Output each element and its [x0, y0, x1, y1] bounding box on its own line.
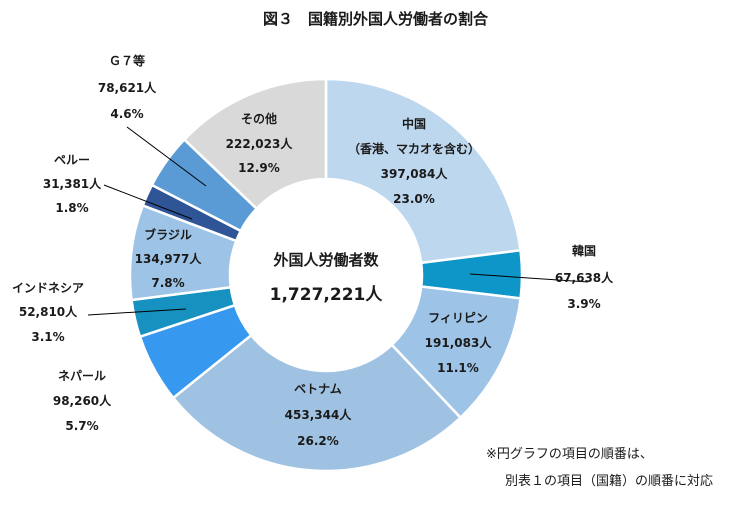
label-philippines-pct: 11.1%	[437, 361, 479, 375]
label-peru-count: 31,381人	[43, 176, 102, 191]
label-indonesia-name: インドネシア	[12, 281, 84, 295]
label-other-name: その他	[241, 111, 277, 126]
label-philippines-name: フィリピン	[428, 311, 488, 325]
label-g7-count: 78,621人	[98, 80, 157, 95]
leader-line-peru	[103, 184, 193, 220]
label-china-name: 中国	[402, 116, 426, 131]
label-nepal-pct: 5.7%	[65, 419, 98, 433]
label-korea-count: 67,638人	[555, 270, 614, 285]
label-indonesia-pct: 3.1%	[31, 330, 64, 344]
leader-line-g7	[126, 126, 207, 187]
slice-china	[324, 77, 522, 265]
label-brazil-name: ブラジル	[144, 227, 192, 242]
label-korea-pct: 3.9%	[567, 297, 600, 311]
label-nepal-count: 98,260人	[53, 393, 112, 408]
label-g7-pct: 4.6%	[110, 107, 143, 121]
leader-line-indonesia	[87, 308, 187, 316]
leader-line-korea	[469, 273, 589, 283]
label-peru-pct: 1.8%	[55, 201, 88, 215]
label-brazil-pct: 7.8%	[151, 276, 184, 290]
label-other-count: 222,023人	[226, 136, 294, 151]
label-vietnam-pct: 26.2%	[297, 434, 339, 448]
label-vietnam-name: ベトナム	[294, 382, 342, 396]
slice-vietnam	[171, 333, 463, 473]
footnote-line-2: 別表１の項目（国籍）の順番に対応	[505, 473, 713, 489]
label-other-pct: 12.9%	[238, 161, 280, 175]
chart-title: 図３ 国籍別外国人労働者の割合	[262, 10, 488, 28]
label-nepal-name: ネパール	[58, 369, 106, 383]
center-total: 1,727,221人	[270, 285, 384, 305]
label-china-pct: 23.0%	[393, 192, 435, 206]
label-korea-name: 韓国	[572, 243, 596, 258]
label-g7-name: Ｇ７等	[109, 53, 145, 68]
footnote-line-1: ※円グラフの項目の順番は、	[486, 447, 653, 462]
label-china-name2: （香港、マカオを含む）	[348, 141, 480, 156]
label-philippines-count: 191,083人	[425, 335, 493, 350]
label-vietnam-count: 453,344人	[285, 407, 353, 422]
slice-other	[182, 77, 328, 211]
label-china-count: 397,084人	[381, 166, 449, 181]
label-indonesia-count: 52,810人	[19, 304, 78, 319]
label-brazil-count: 134,977人	[135, 251, 203, 266]
label-peru-name: ペルー	[54, 153, 90, 167]
center-label: 外国人労働者数	[272, 251, 379, 269]
